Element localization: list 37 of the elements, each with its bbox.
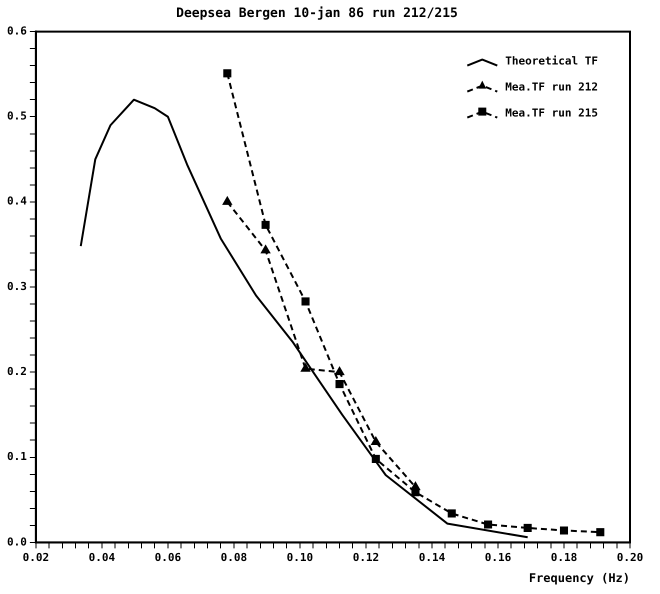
point bbox=[560, 526, 568, 535]
x-tick-label: 0.08 bbox=[220, 550, 248, 564]
point bbox=[262, 220, 270, 229]
point bbox=[334, 366, 344, 376]
point bbox=[302, 297, 310, 306]
point bbox=[410, 482, 420, 490]
y-tick-label: 0.5 bbox=[6, 110, 27, 123]
x-tick-label: 0.14 bbox=[418, 550, 446, 564]
x-axis-title: Frequency (Hz) bbox=[528, 570, 630, 585]
y-tick-label: 0.4 bbox=[6, 194, 28, 208]
point bbox=[260, 244, 270, 254]
x-tick-label: 0.02 bbox=[22, 550, 50, 564]
point bbox=[484, 520, 492, 529]
legend-label: Mea.TF run 212 bbox=[505, 80, 598, 94]
legend-label: Mea.TF run 215 bbox=[505, 106, 598, 120]
legend-label: Theoretical TF bbox=[505, 54, 598, 68]
point bbox=[300, 363, 310, 372]
point bbox=[336, 380, 344, 388]
y-tick-label: 0.6 bbox=[6, 24, 28, 38]
x-tick-label: 0.16 bbox=[484, 550, 512, 564]
point bbox=[223, 69, 232, 78]
x-tick-label: 0.20 bbox=[616, 550, 644, 564]
point bbox=[371, 436, 381, 445]
x-tick-label: 0.06 bbox=[154, 550, 182, 564]
x-tick-label: 0.12 bbox=[352, 550, 380, 564]
point bbox=[448, 509, 456, 518]
y-tick-label: 0.3 bbox=[6, 280, 27, 293]
point bbox=[596, 528, 604, 536]
y-tick-label: 0.0 bbox=[6, 535, 27, 548]
y-tick-label: 0.2 bbox=[6, 364, 27, 378]
x-tick-label: 0.10 bbox=[286, 550, 314, 564]
point bbox=[222, 196, 232, 205]
y-tick-label: 0.1 bbox=[6, 450, 28, 464]
x-tick-label: 0.04 bbox=[88, 550, 116, 564]
point bbox=[524, 524, 532, 532]
x-tick-label: 0.18 bbox=[550, 550, 578, 564]
chart-title: Deepsea Bergen 10-jan 86 run 212/215 bbox=[176, 6, 458, 22]
